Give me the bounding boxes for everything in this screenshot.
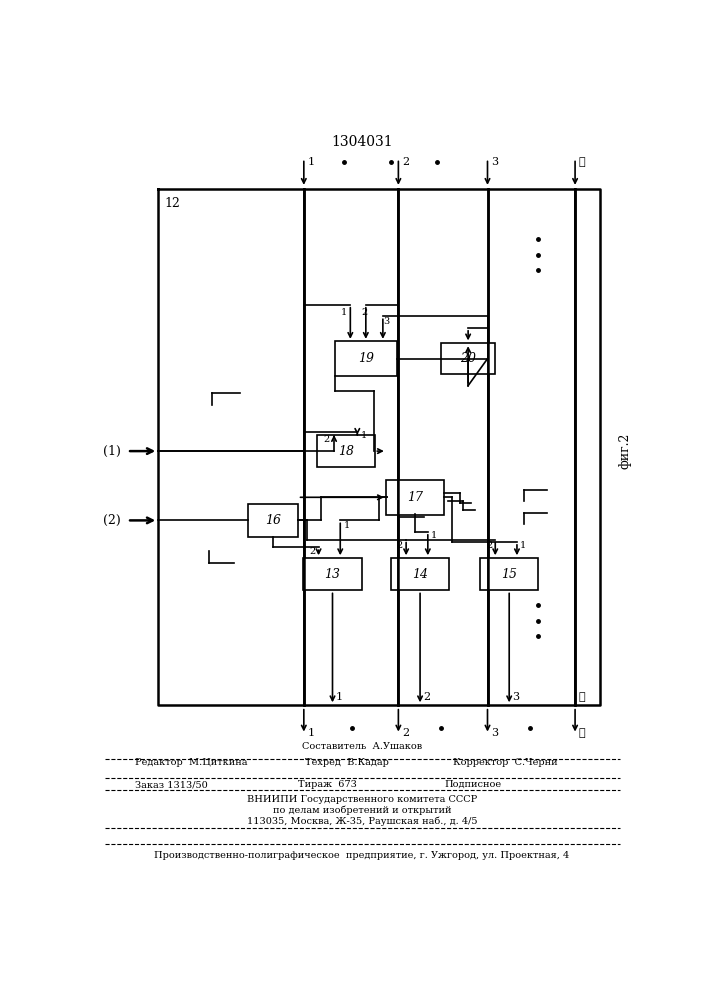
Text: 1: 1 [344,521,349,530]
Text: ℓ: ℓ [579,157,585,167]
Bar [480,558,538,590]
Text: 13: 13 [325,568,341,581]
Text: 2: 2 [309,547,315,556]
Bar [317,435,375,467]
Text: 1: 1 [520,541,526,550]
Text: Техред  В.Кадар: Техред В.Кадар [305,758,390,767]
Text: 2: 2 [397,541,403,550]
Text: ВНИИПИ Государственного комитета СССР: ВНИИПИ Государственного комитета СССР [247,795,477,804]
Text: 12: 12 [164,197,180,210]
Bar [441,343,495,374]
Text: 3: 3 [384,317,390,326]
Text: 2: 2 [361,308,368,317]
Bar [391,558,449,590]
Text: 1304031: 1304031 [331,135,393,149]
Text: Составитель  А.Ушаков: Составитель А.Ушаков [302,742,422,751]
Text: 19: 19 [358,352,374,365]
Text: по делам изобретений и открытий: по делам изобретений и открытий [273,806,451,815]
Text: (1): (1) [103,445,121,458]
Text: 2: 2 [486,541,492,550]
Text: 1: 1 [431,531,437,540]
Text: Подписное: Подписное [445,780,502,789]
Bar [386,480,445,515]
Text: 2: 2 [402,157,409,167]
Text: Тираж  673: Тираж 673 [298,780,356,789]
Text: 17: 17 [407,491,423,504]
Text: 15: 15 [501,568,518,581]
Text: 1: 1 [336,692,343,702]
Text: Производственно-полиграфическое  предприятие, г. Ужгород, ул. Проектная, 4: Производственно-полиграфическое предприя… [154,851,570,860]
Text: 14: 14 [412,568,428,581]
Bar [303,558,361,590]
Text: 113035, Москва, Ж-35, Раушская наб., д. 4/5: 113035, Москва, Ж-35, Раушская наб., д. … [247,817,477,826]
Text: 20: 20 [460,352,476,365]
Bar [335,341,397,376]
Text: (2): (2) [103,514,121,527]
Text: 1: 1 [308,728,315,738]
Text: 16: 16 [265,514,281,527]
Text: Корректор  С.Черни: Корректор С.Черни [452,758,557,767]
Text: 2: 2 [423,692,431,702]
Text: 1: 1 [361,431,367,440]
Text: 2: 2 [323,435,329,444]
Text: 3: 3 [491,728,498,738]
Text: 18: 18 [338,445,354,458]
Text: 3: 3 [491,157,498,167]
Text: 1: 1 [341,308,347,317]
Text: Редактор  М.Циткина: Редактор М.Циткина [135,758,247,767]
Bar [247,504,298,537]
Text: фиг.2: фиг.2 [619,433,632,469]
Text: Заказ 1313/50: Заказ 1313/50 [135,780,208,789]
Text: ℓ: ℓ [579,692,585,702]
Text: 2: 2 [402,728,409,738]
Text: 3: 3 [513,692,520,702]
Text: 1: 1 [308,157,315,167]
Text: ℓ: ℓ [579,728,585,738]
